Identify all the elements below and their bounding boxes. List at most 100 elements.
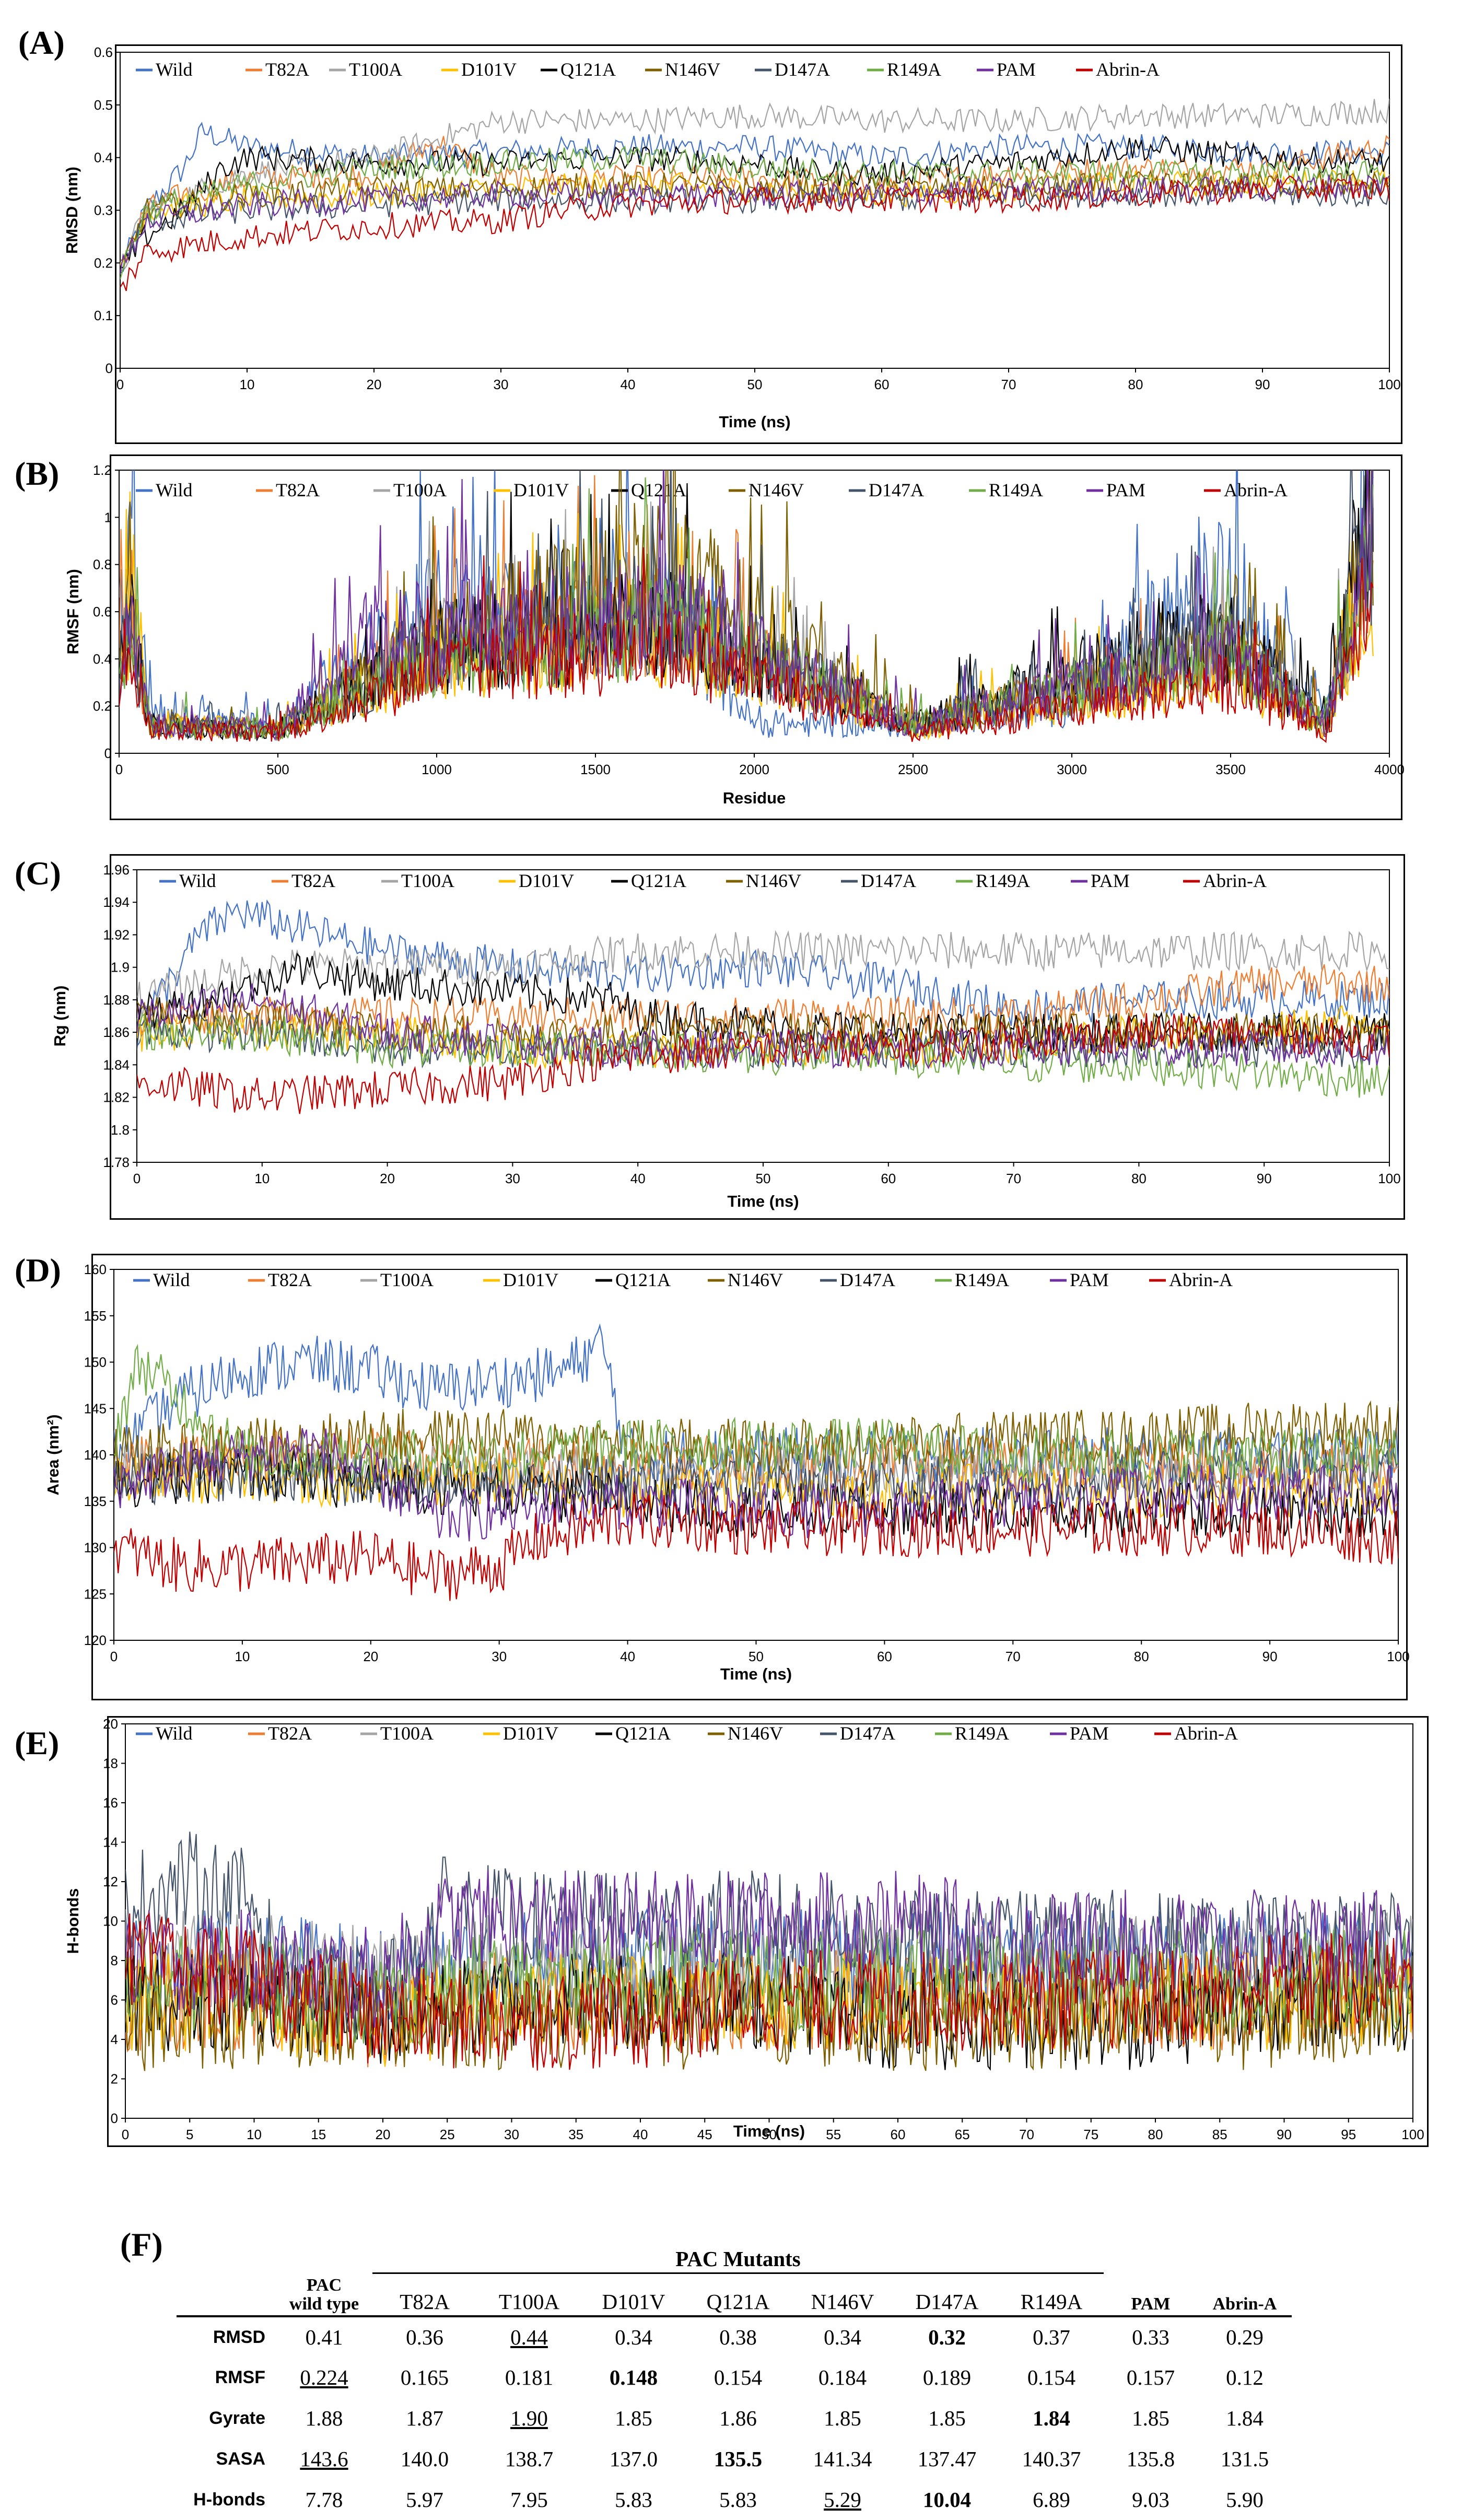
y-tick-label: 0.2 [93,698,112,714]
y-axis-label: RMSD (nm) [63,167,81,254]
y-tick-label: 0.6 [93,604,112,620]
y-tick-label: 1.96 [103,862,130,878]
table-cell: 0.44 [510,2325,548,2350]
series-line-wild [114,1323,1398,1485]
y-tick-label: 10 [103,1914,118,1929]
charts-canvas: 0 10 20 30 40 50 60 70 80 90 10000.10.20.30.40.50.… [44,44,1424,2142]
table-cell: 1.84 [1226,2406,1264,2431]
series-line-pam [119,470,1373,741]
group-header-mutants: PAC Mutants [372,2246,1104,2274]
table-cell: 5.83 [615,2488,652,2512]
column-header: T100A [498,2290,560,2314]
legend-label: T100A [393,480,447,500]
legend-label: Wild [156,480,193,500]
legend-label: D147A [861,870,916,891]
series-line-r149a [125,1928,1413,2046]
legend-label: PAM [1070,1723,1109,1744]
series-line-r149a [120,145,1389,280]
legend-label: Wild [153,1269,190,1290]
legend-label: T82A [268,1723,312,1744]
legend-label: D147A [775,59,830,80]
x-tick-label: 3500 [1215,762,1246,777]
legend-label: Q121A [631,870,686,891]
table-cell: 140.0 [400,2447,449,2471]
table-cell: 1.90 [510,2406,548,2431]
table-cell: 0.38 [719,2325,757,2350]
table-cell: 0.184 [818,2365,867,2390]
table-cell: 1.85 [824,2406,861,2431]
x-tick-label: 25 [440,2127,455,2142]
series-line-pam [114,1428,1398,1542]
x-tick-label: 40 [633,2127,648,2142]
y-tick-label: 150 [84,1355,107,1370]
legend-label: PAM [997,59,1036,80]
legend-label: PAM [1106,480,1145,500]
x-tick-label: 0 [116,377,124,392]
x-tick-label: 3000 [1057,762,1087,777]
x-axis-label: Time (ns) [719,413,790,431]
x-tick-label: 60 [891,2127,906,2142]
col-header-wild [276,2246,372,2276]
table-cell: 0.41 [305,2325,343,2350]
legend-label: Q121A [631,480,686,500]
x-tick-label: 50 [748,1649,764,1664]
legend-label: Q121A [560,59,616,80]
x-tick-label: 90 [1277,2127,1292,2142]
table-cell: 0.12 [1226,2365,1264,2390]
x-tick-label: 80 [1131,1171,1147,1186]
x-tick-label: 60 [874,377,890,392]
y-tick-label: 1.88 [103,992,130,1008]
table-cell: 0.154 [714,2365,763,2390]
x-tick-label: 10 [254,1171,270,1186]
y-tick-label: 0.8 [93,557,112,573]
table-cell: 5.90 [1226,2488,1264,2512]
x-tick-label: 0 [122,2127,129,2142]
y-tick-label: 130 [84,1540,107,1556]
x-tick-label: 30 [492,1649,507,1664]
y-tick-label: 6 [111,1992,118,2008]
y-tick-label: 0.2 [94,255,113,271]
table-cell: 0.224 [300,2365,348,2390]
panel-label-d: (D) [15,1252,61,1289]
table-row: RMSF 0.224 0.165 0.181 0.148 0.154 0.184 0.189 0… [177,2357,1292,2398]
x-tick-label: 0 [110,1649,118,1664]
x-tick-label: 70 [1001,377,1016,392]
legend-label: PAM [1070,1269,1109,1290]
chart-frame-d [91,1254,1408,1700]
y-tick-label: 14 [103,1835,118,1850]
table-row: H-bonds 7.78 5.97 7.95 5.83 5.83 5.29 10.04 6.89… [177,2479,1292,2520]
series-line-d101v [120,165,1389,264]
table-cell: 5.97 [406,2488,443,2512]
row-label: RMSF [215,2367,265,2387]
y-tick-label: 1.94 [103,894,130,910]
x-tick-label: 75 [1083,2127,1098,2142]
x-tick-label: 90 [1262,1649,1278,1664]
chart-frame-a [115,44,1402,444]
column-header: PAM [1131,2294,1171,2314]
x-tick-label: 20 [363,1649,378,1664]
y-tick-label: 0.4 [94,150,113,166]
x-tick-label: 2000 [739,762,769,777]
table-cell: 137.47 [917,2447,977,2471]
x-tick-label: 10 [247,2127,262,2142]
series-line-abrin-a [114,1492,1398,1601]
legend-label: Abrin-A [1096,59,1160,80]
legend-label: T100A [349,59,402,80]
row-label: RMSD [213,2327,265,2347]
x-tick-label: 100 [1387,1649,1409,1664]
column-header: N146V [811,2290,874,2314]
y-tick-label: 1.78 [103,1154,130,1170]
series-line-d147a [114,1446,1398,1511]
x-tick-label: 85 [1212,2127,1227,2142]
table-cell: 138.7 [505,2447,554,2471]
table-cell: 131.5 [1220,2447,1269,2471]
x-tick-label: 500 [266,762,289,777]
table-cell: 1.85 [928,2406,966,2431]
table-row: Gyrate 1.88 1.87 1.90 1.85 1.86 1.85 1.85 1.84 1.… [177,2398,1292,2439]
x-tick-label: 20 [380,1171,395,1186]
series-line-t100a [137,930,1389,1018]
y-tick-label: 0.6 [94,44,113,60]
legend-label: T82A [265,59,309,80]
table-cell: 0.154 [1027,2365,1076,2390]
series-line-q121a [137,952,1389,1052]
